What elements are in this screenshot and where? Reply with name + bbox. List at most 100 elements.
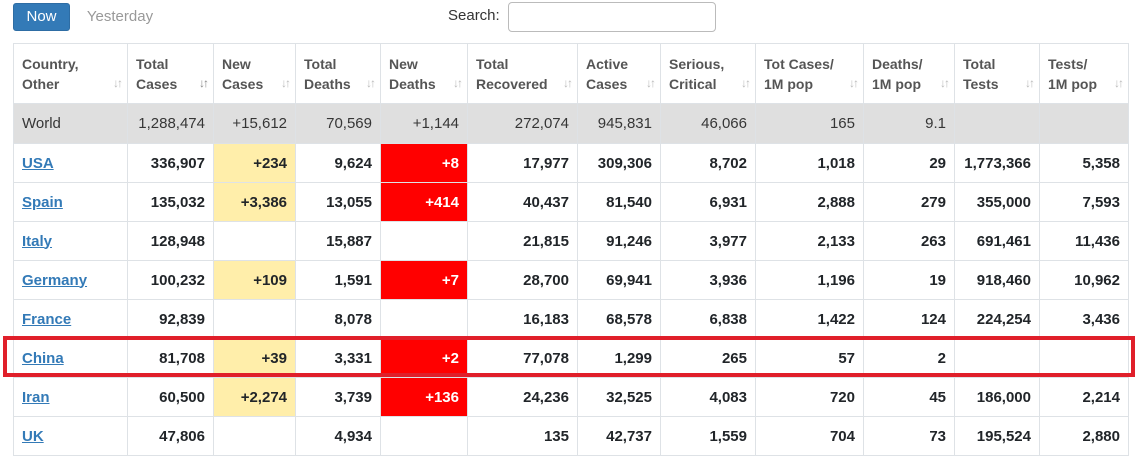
cell-total-cases: 128,948 <box>127 221 214 261</box>
cell-new-cases: +2,274 <box>213 377 296 417</box>
cell-new-cases: +3,386 <box>213 182 296 222</box>
cell-country: China <box>13 338 128 378</box>
table-row: Germany 100,232 +109 1,591 +7 28,700 69,941 3,9… <box>13 260 1129 300</box>
world-total-row: World 1,288,474 +15,612 70,569 +1,144 272,074… <box>13 103 1129 144</box>
cell-country: Germany <box>13 260 128 300</box>
cell-total-tests: 691,461 <box>954 221 1040 261</box>
column-header-tests-per-1m[interactable]: Tests/1M pop ↓↑ <box>1039 43 1129 104</box>
country-link[interactable]: Germany <box>22 271 88 289</box>
sort-arrows-icon[interactable]: ↓↑ <box>453 76 463 90</box>
table-row: Italy 128,948 15,887 21,815 91,246 3,977 2,133… <box>13 221 1129 261</box>
country-link[interactable]: France <box>22 310 72 328</box>
country-link[interactable]: Italy <box>22 232 53 250</box>
yesterday-tab-button[interactable]: Yesterday <box>76 3 164 31</box>
cell-active-cases: 69,941 <box>577 260 661 300</box>
cell-new-deaths <box>380 299 468 339</box>
sort-arrows-icon[interactable]: ↓↑ <box>366 76 376 90</box>
column-header-total-tests[interactable]: Total Tests ↓↑ <box>954 43 1040 104</box>
cell-serious-critical: 4,083 <box>660 377 756 417</box>
cell-new-cases: +109 <box>213 260 296 300</box>
cell-serious-critical: 1,559 <box>660 416 756 456</box>
column-header-country[interactable]: Country, Other ↓↑ <box>13 43 128 104</box>
cell-active-cases: 945,831 <box>577 103 661 144</box>
cell-tests-per-1m: 3,436 <box>1039 299 1129 339</box>
cell-new-cases: +39 <box>213 338 296 378</box>
column-header-label: Tests <box>963 75 999 92</box>
table-row: Iran 60,500 +2,274 3,739 +136 24,236 32,525 4,0… <box>13 377 1129 417</box>
search-input[interactable] <box>508 2 716 32</box>
now-tab-button[interactable]: Now <box>13 3 70 31</box>
cell-active-cases: 91,246 <box>577 221 661 261</box>
column-header-label: New <box>389 55 418 72</box>
sort-arrows-icon[interactable]: ↓↑ <box>1025 76 1035 90</box>
column-header-total-recovered[interactable]: Total Recovered ↓↑ <box>467 43 578 104</box>
sort-arrows-icon[interactable]: ↓↑ <box>646 76 656 90</box>
sort-arrows-icon[interactable]: ↓↑ <box>849 76 859 90</box>
sort-arrows-icon[interactable]: ↓↑ <box>199 76 209 90</box>
column-header-label: Total <box>963 55 996 72</box>
column-header-total-deaths[interactable]: Total Deaths ↓↑ <box>295 43 381 104</box>
country-link[interactable]: China <box>22 349 64 367</box>
cell-new-deaths <box>380 221 468 261</box>
cell-new-deaths: +2 <box>380 338 468 378</box>
cell-country: Spain <box>13 182 128 222</box>
cell-deaths-per-1m: 263 <box>863 221 955 261</box>
cell-total-deaths: 15,887 <box>295 221 381 261</box>
column-header-active-cases[interactable]: Active Cases ↓↑ <box>577 43 661 104</box>
cell-total-recovered: 16,183 <box>467 299 578 339</box>
table-row: China 81,708 +39 3,331 +2 77,078 1,299 265 57 2 <box>13 338 1129 378</box>
cell-total-deaths: 3,739 <box>295 377 381 417</box>
sort-arrows-icon[interactable]: ↓↑ <box>1114 76 1124 90</box>
cell-serious-critical: 8,702 <box>660 143 756 183</box>
column-header-label: 1M pop <box>1048 75 1097 92</box>
cell-tot-cases-per-1m: 704 <box>755 416 864 456</box>
column-header-label: New <box>222 55 251 72</box>
cell-active-cases: 32,525 <box>577 377 661 417</box>
cell-deaths-per-1m: 73 <box>863 416 955 456</box>
column-header-label: Total <box>476 55 509 72</box>
cell-active-cases: 81,540 <box>577 182 661 222</box>
cell-total-recovered: 24,236 <box>467 377 578 417</box>
cell-new-deaths: +1,144 <box>380 103 468 144</box>
cell-deaths-per-1m: 279 <box>863 182 955 222</box>
column-header-new-cases[interactable]: New Cases ↓↑ <box>213 43 296 104</box>
cell-new-cases <box>213 221 296 261</box>
country-link[interactable]: Iran <box>22 388 50 406</box>
cell-total-recovered: 21,815 <box>467 221 578 261</box>
cell-deaths-per-1m: 124 <box>863 299 955 339</box>
cell-country: Iran <box>13 377 128 417</box>
cell-total-recovered: 135 <box>467 416 578 456</box>
column-header-deaths-per-1m[interactable]: Deaths/1M pop ↓↑ <box>863 43 955 104</box>
cell-total-deaths: 4,934 <box>295 416 381 456</box>
sort-arrows-icon[interactable]: ↓↑ <box>113 76 123 90</box>
cell-deaths-per-1m: 29 <box>863 143 955 183</box>
cell-country: France <box>13 299 128 339</box>
sort-arrows-icon[interactable]: ↓↑ <box>563 76 573 90</box>
column-header-tot-cases-per-1m[interactable]: Tot Cases/1M pop ↓↑ <box>755 43 864 104</box>
cell-active-cases: 1,299 <box>577 338 661 378</box>
column-header-total-cases[interactable]: Total Cases ↓↑ <box>127 43 214 104</box>
column-header-new-deaths[interactable]: New Deaths ↓↑ <box>380 43 468 104</box>
column-header-serious-critical[interactable]: Serious, Critical ↓↑ <box>660 43 756 104</box>
column-header-label: Deaths <box>389 75 436 92</box>
cell-tot-cases-per-1m: 1,018 <box>755 143 864 183</box>
country-link[interactable]: UK <box>22 427 44 445</box>
cell-country: World <box>13 103 128 144</box>
cell-total-cases: 92,839 <box>127 299 214 339</box>
country-link[interactable]: USA <box>22 154 54 172</box>
cell-serious-critical: 3,977 <box>660 221 756 261</box>
column-header-label: Active <box>586 55 629 72</box>
table-row: Spain 135,032 +3,386 13,055 +414 40,437 81,540… <box>13 182 1129 222</box>
sort-arrows-icon[interactable]: ↓↑ <box>281 76 291 90</box>
cell-total-tests <box>954 103 1040 144</box>
cell-new-deaths: +414 <box>380 182 468 222</box>
country-link[interactable]: Spain <box>22 193 63 211</box>
cell-active-cases: 68,578 <box>577 299 661 339</box>
cell-total-cases: 1,288,474 <box>127 103 214 144</box>
cell-serious-critical: 265 <box>660 338 756 378</box>
sort-arrows-icon[interactable]: ↓↑ <box>741 76 751 90</box>
column-header-label: Cases <box>222 75 264 92</box>
cell-total-deaths: 70,569 <box>295 103 381 144</box>
cell-serious-critical: 6,838 <box>660 299 756 339</box>
sort-arrows-icon[interactable]: ↓↑ <box>940 76 950 90</box>
